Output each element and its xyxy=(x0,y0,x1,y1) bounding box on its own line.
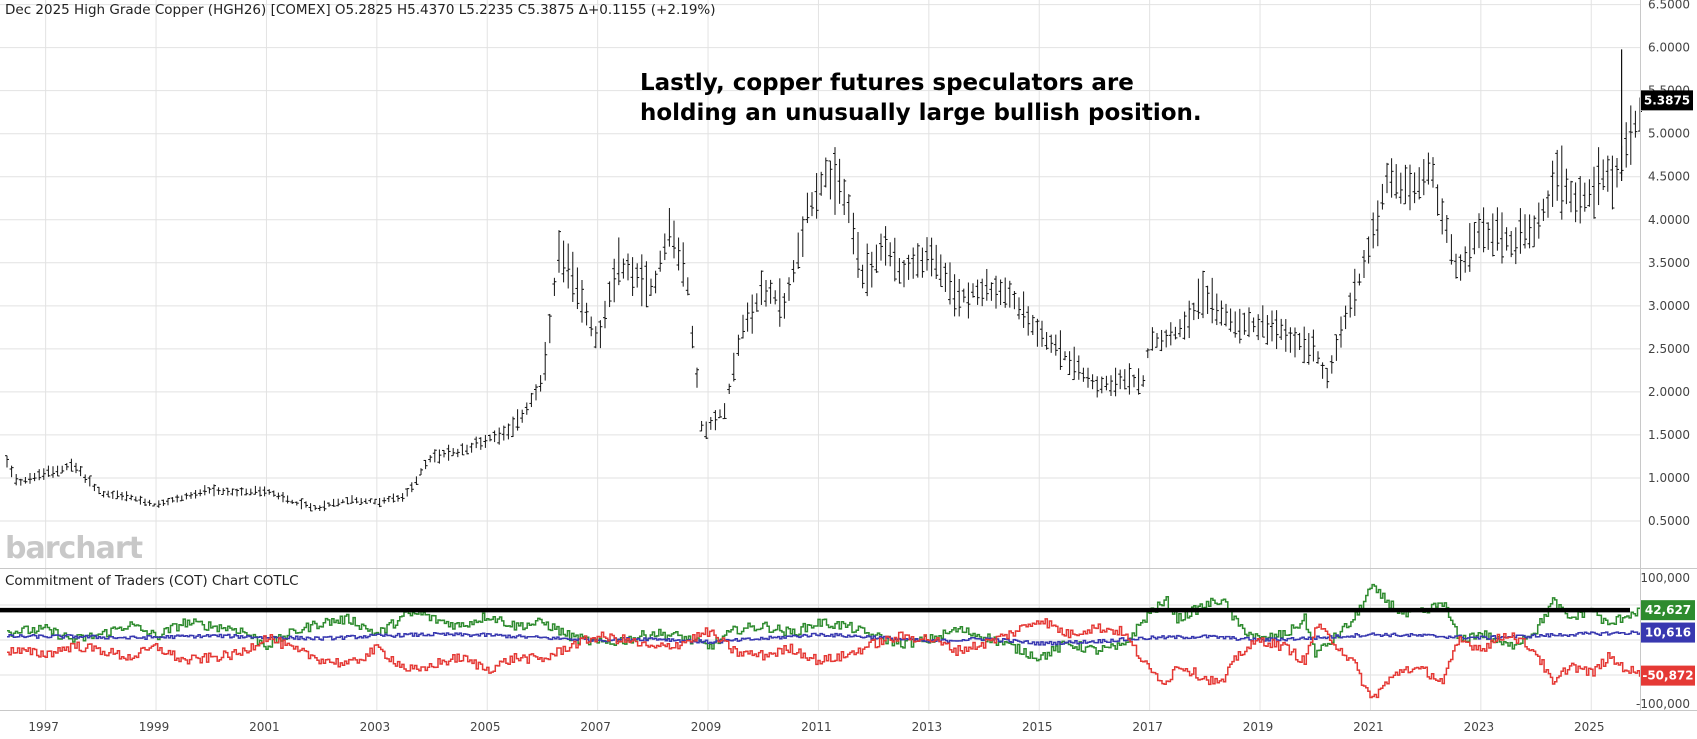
cot-series-line xyxy=(7,630,1641,646)
x-tick-label: 2025 xyxy=(1574,720,1605,734)
price-tick-label: 0.5000 xyxy=(1648,514,1690,528)
price-bars xyxy=(5,49,1642,512)
x-tick-label: 2019 xyxy=(1243,720,1274,734)
x-tick-label: 2009 xyxy=(691,720,722,734)
cot-last-tag xyxy=(1641,665,1695,686)
cot-last-tag xyxy=(1641,600,1695,621)
price-tick-label: 6.0000 xyxy=(1648,41,1690,55)
x-tick-label: 2013 xyxy=(912,720,943,734)
price-tick-label: 4.5000 xyxy=(1648,170,1690,184)
cot-last-label: 10,616 xyxy=(1645,626,1691,640)
cot-last-label: -50,872 xyxy=(1642,669,1693,683)
barchart-logo: barchart xyxy=(5,531,143,566)
last-price-label: 5.3875 xyxy=(1644,93,1690,107)
price-tick-label: 3.5000 xyxy=(1648,256,1690,270)
x-tick-label: 2017 xyxy=(1132,720,1163,734)
price-tick-label: 2.5000 xyxy=(1648,342,1690,356)
annotation-line-1: Lastly, copper futures speculators are xyxy=(640,70,1134,96)
cot-series-line xyxy=(7,583,1641,662)
x-tick-label: 2011 xyxy=(801,720,832,734)
cot-series xyxy=(0,583,1641,699)
price-tick-label: 5.0000 xyxy=(1648,127,1690,141)
price-tick-label: 1.5000 xyxy=(1648,428,1690,442)
chart-header: Dec 2025 High Grade Copper (HGH26) [COME… xyxy=(5,2,716,18)
x-tick-label: 2001 xyxy=(249,720,280,734)
annotation-line-2: holding an unusually large bullish posit… xyxy=(640,100,1202,126)
cot-last-tag xyxy=(1641,622,1695,643)
price-tick-label: 6.5000 xyxy=(1648,0,1690,12)
grid-lines xyxy=(0,0,1640,710)
x-tick-label: 2007 xyxy=(580,720,611,734)
last-price-tag xyxy=(1641,90,1693,111)
price-tick-label: 1.0000 xyxy=(1648,471,1690,485)
price-tick-label: 4.0000 xyxy=(1648,213,1690,227)
annotation: Lastly, copper futures speculators are h… xyxy=(640,68,1202,128)
cot-tick-label: 100,000 xyxy=(1640,571,1690,585)
x-tick-label: 2015 xyxy=(1022,720,1053,734)
x-tick-label: 1997 xyxy=(28,720,59,734)
x-tick-label: 2003 xyxy=(360,720,391,734)
cot-last-label: 42,627 xyxy=(1645,603,1691,617)
cot-panel-title: Commitment of Traders (COT) Chart COTLC xyxy=(5,573,299,589)
x-tick-label: 2021 xyxy=(1353,720,1384,734)
cot-tick-label: -100,000 xyxy=(1636,697,1690,711)
x-tick-label: 1999 xyxy=(139,720,170,734)
x-tick-label: 2005 xyxy=(470,720,501,734)
price-tick-label: 2.0000 xyxy=(1648,385,1690,399)
cot-series-line xyxy=(7,618,1641,699)
x-tick-label: 2023 xyxy=(1464,720,1495,734)
price-tick-label: 3.0000 xyxy=(1648,299,1690,313)
